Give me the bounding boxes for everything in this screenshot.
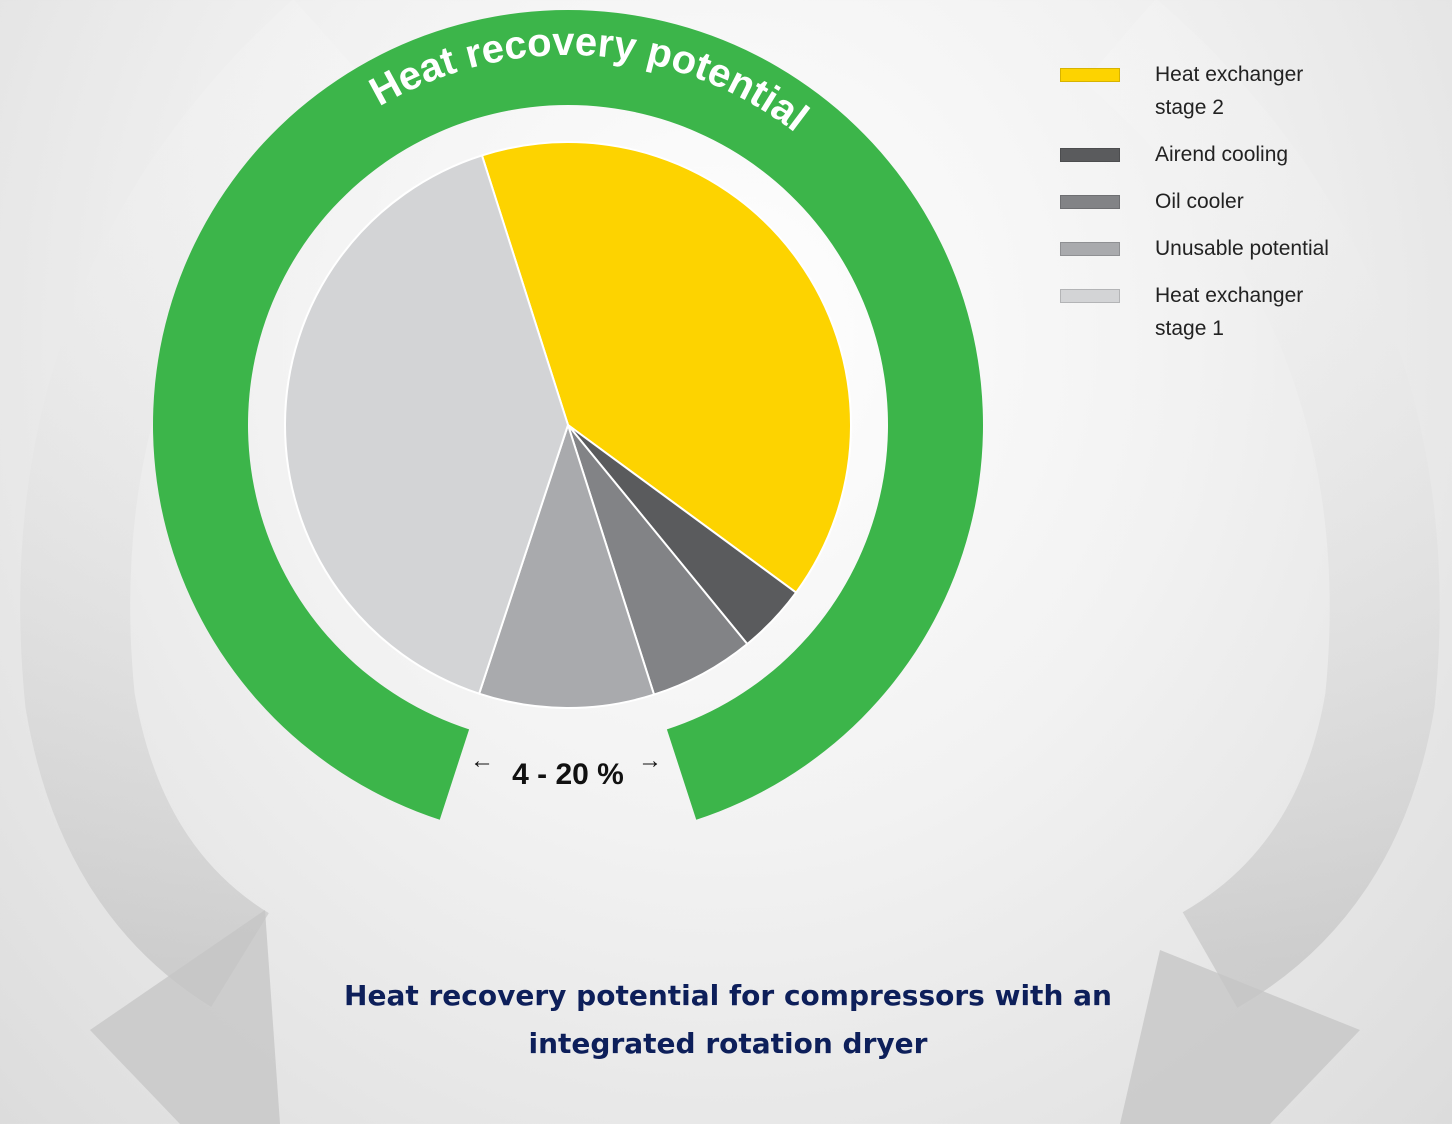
legend-item: Airend cooling [1060,138,1330,171]
arrow-left: ← [470,747,494,774]
legend-item: Heat exchanger stage 2 [1060,58,1330,124]
legend: Heat exchanger stage 2 Airend cooling Oil … [1060,58,1330,345]
pie-slice [477,421,656,709]
legend-label: Heat exchanger stage 1 [1155,284,1304,340]
pie-slice [284,154,570,695]
legend-item: Unusable potential [1060,232,1330,265]
title-box: Heat recovery potential for compressors … [0,972,1452,1068]
legend-label: Airend cooling [1155,143,1289,166]
pie-slice [480,141,852,594]
legend-swatch [1060,195,1120,209]
legend-swatch [1060,242,1120,256]
legend-swatch [1060,289,1120,303]
range-label: 4 - 20 % [512,758,624,791]
legend-label: Unusable potential [1155,237,1329,260]
legend-item: Heat exchanger stage 1 [1060,279,1330,345]
legend-swatch [1060,148,1120,162]
legend-label: Oil cooler [1155,190,1244,213]
legend-item: Oil cooler [1060,185,1330,218]
background-arrows [20,0,1440,1124]
legend-swatch [1060,68,1120,82]
chart-title: Heat recovery potential for compressors … [344,979,1112,1060]
arrow-right: → [638,747,662,774]
legend-label: Heat exchanger stage 2 [1155,63,1304,119]
